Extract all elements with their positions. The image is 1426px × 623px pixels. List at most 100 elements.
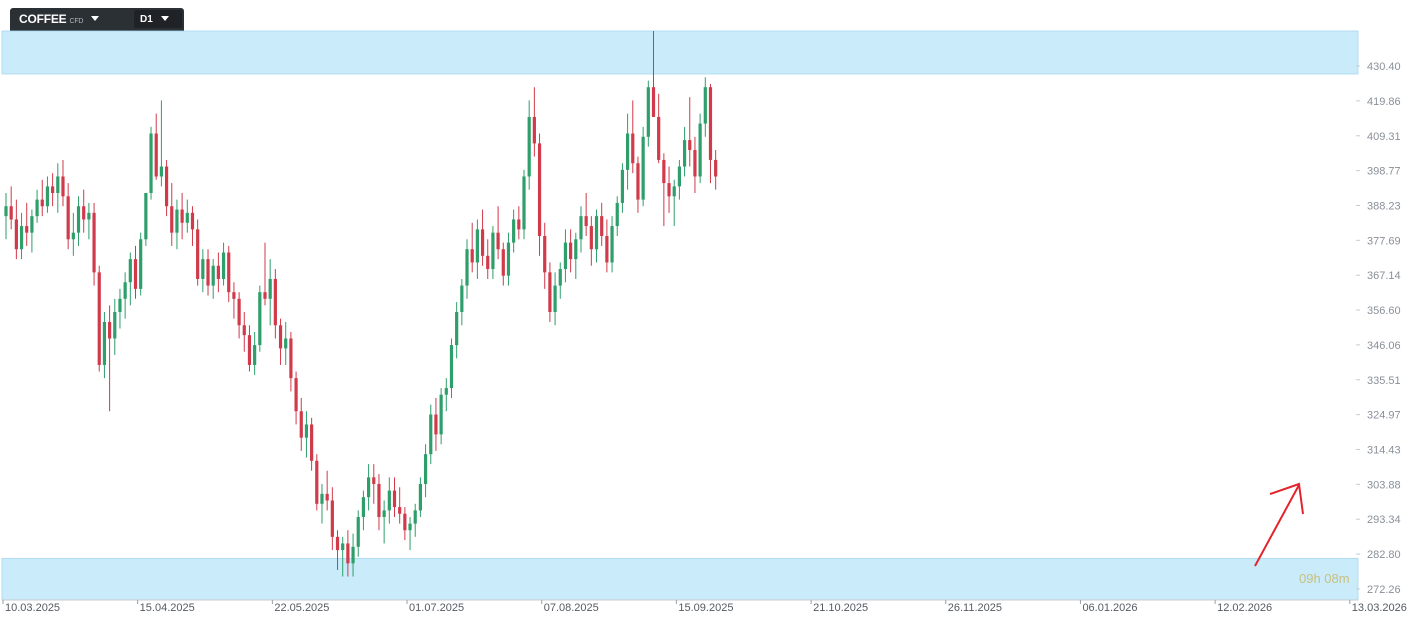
candle [237, 292, 241, 339]
candle [35, 189, 39, 223]
candle [159, 100, 163, 187]
candle [346, 530, 350, 577]
date-tick-label: 22.05.2025 [274, 602, 329, 614]
price-tick-label: 419.86 [1367, 96, 1401, 108]
candle-countdown: 09h 08m [1299, 571, 1350, 586]
time-axis: 10.03.2025 15.04.2025 22.05.2025 01.07.2025… [2, 599, 1407, 614]
candle [294, 371, 298, 425]
price-tick-label: 324.97 [1367, 410, 1401, 422]
candle [646, 80, 650, 147]
price-tick-label: 282.80 [1367, 549, 1401, 561]
candle [501, 242, 505, 286]
candle [589, 216, 593, 266]
candle [335, 530, 340, 570]
date-tick-label: 21.10.2025 [813, 602, 868, 614]
candle [56, 163, 60, 213]
candle [118, 288, 122, 329]
candle [113, 298, 117, 356]
candle [584, 193, 588, 236]
candle [45, 176, 50, 213]
candle [641, 126, 645, 207]
price-tick-label: 398.77 [1367, 166, 1401, 178]
candle [703, 77, 707, 137]
support-resistance-zone [1, 30, 1359, 75]
candle [475, 219, 479, 279]
candle [610, 216, 614, 273]
candle [413, 503, 417, 537]
candle [325, 470, 329, 511]
candle [537, 133, 542, 256]
candle [605, 219, 609, 273]
candle [434, 397, 438, 451]
candle [185, 199, 189, 233]
candle [273, 269, 277, 339]
candle [527, 100, 531, 190]
candle [201, 249, 205, 293]
symbol-type: CFD [69, 18, 84, 25]
date-tick-label: 26.11.2025 [948, 602, 1002, 614]
candle [14, 199, 18, 260]
date-tick-label: 01.07.2025 [409, 602, 464, 614]
price-tick-label: 430.40 [1367, 61, 1401, 73]
candle [268, 259, 272, 326]
candle [667, 166, 671, 213]
candle [19, 212, 24, 260]
candle [87, 202, 91, 240]
candle [351, 533, 355, 577]
candle [444, 378, 448, 412]
candle [522, 169, 526, 240]
candle [672, 179, 676, 227]
candle [330, 487, 334, 551]
timeframe-label: D1 [140, 14, 153, 25]
candle [258, 285, 262, 352]
candle [693, 136, 697, 194]
candle [40, 179, 44, 217]
candle [682, 126, 687, 177]
symbol-selector[interactable]: COFFEE CFD [19, 12, 100, 26]
price-axis: 430.40 419.86 409.31 398.77 388.23 377.69 367.… [1356, 61, 1401, 596]
candle [92, 202, 96, 286]
candle [211, 259, 215, 299]
candle [651, 31, 656, 117]
candle [449, 338, 454, 398]
candle [506, 232, 511, 286]
candle [310, 417, 314, 471]
candle [232, 282, 236, 319]
candle [372, 464, 376, 504]
candle [455, 302, 459, 359]
price-tick-label: 335.51 [1367, 375, 1401, 387]
candle [636, 156, 640, 213]
price-tick-label: 377.69 [1367, 235, 1401, 247]
candle [253, 331, 257, 375]
candle [341, 536, 345, 577]
candle [563, 229, 568, 283]
candle [304, 411, 309, 458]
candle [170, 183, 174, 246]
support-resistance-zone [1, 557, 1359, 601]
price-tick-label: 303.88 [1367, 479, 1401, 491]
candle [708, 83, 713, 184]
chart-toolbar: COFFEE CFD D1 [10, 8, 184, 31]
candle [558, 262, 562, 299]
candle [247, 325, 252, 372]
candle [82, 189, 86, 233]
price-tick-label: 409.31 [1367, 131, 1401, 143]
candle [620, 163, 625, 213]
date-tick-label: 07.08.2025 [544, 602, 599, 614]
candle [398, 487, 402, 524]
candle [367, 464, 371, 511]
candle [465, 239, 469, 299]
candle [532, 87, 536, 157]
candle [66, 183, 70, 250]
timeframe-selector[interactable]: D1 [134, 10, 182, 28]
date-tick-label: 06.01.2026 [1082, 602, 1137, 614]
candle [429, 404, 433, 465]
candle [128, 252, 132, 306]
candle [4, 193, 8, 240]
candle [149, 126, 153, 200]
candle [71, 212, 75, 256]
candle [418, 477, 422, 518]
candle [600, 202, 604, 246]
candle [139, 232, 143, 296]
